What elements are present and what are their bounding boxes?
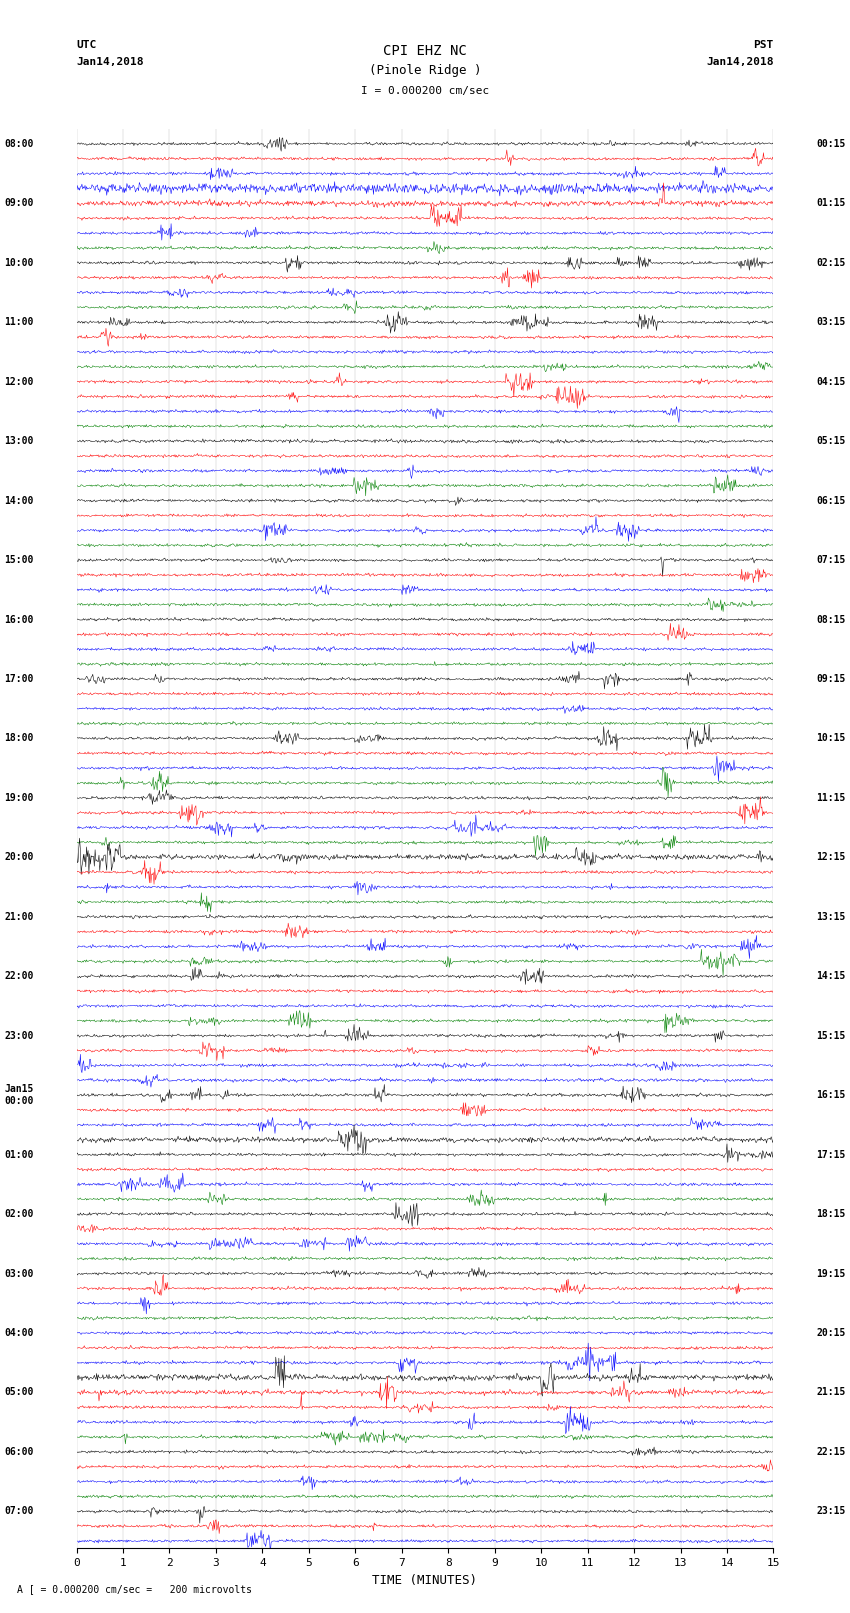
Text: CPI EHZ NC: CPI EHZ NC <box>383 44 467 58</box>
Text: 05:15: 05:15 <box>816 436 846 447</box>
Text: 01:15: 01:15 <box>816 198 846 208</box>
Text: 13:00: 13:00 <box>4 436 34 447</box>
Text: 15:15: 15:15 <box>816 1031 846 1040</box>
X-axis label: TIME (MINUTES): TIME (MINUTES) <box>372 1574 478 1587</box>
Text: 08:15: 08:15 <box>816 615 846 624</box>
Text: 16:15: 16:15 <box>816 1090 846 1100</box>
Text: 20:15: 20:15 <box>816 1327 846 1337</box>
Text: 08:00: 08:00 <box>4 139 34 148</box>
Text: 22:15: 22:15 <box>816 1447 846 1457</box>
Text: 17:00: 17:00 <box>4 674 34 684</box>
Text: 22:00: 22:00 <box>4 971 34 981</box>
Text: 21:00: 21:00 <box>4 911 34 921</box>
Text: 17:15: 17:15 <box>816 1150 846 1160</box>
Text: 12:15: 12:15 <box>816 852 846 863</box>
Text: 21:15: 21:15 <box>816 1387 846 1397</box>
Text: 13:15: 13:15 <box>816 911 846 921</box>
Text: 05:00: 05:00 <box>4 1387 34 1397</box>
Text: 07:00: 07:00 <box>4 1507 34 1516</box>
Text: 23:15: 23:15 <box>816 1507 846 1516</box>
Text: 10:15: 10:15 <box>816 734 846 744</box>
Text: 02:15: 02:15 <box>816 258 846 268</box>
Text: 06:15: 06:15 <box>816 495 846 505</box>
Text: 09:00: 09:00 <box>4 198 34 208</box>
Text: UTC: UTC <box>76 40 97 50</box>
Text: Jan14,2018: Jan14,2018 <box>706 56 774 66</box>
Text: 02:00: 02:00 <box>4 1210 34 1219</box>
Text: 11:15: 11:15 <box>816 794 846 803</box>
Text: Jan15
00:00: Jan15 00:00 <box>4 1084 34 1107</box>
Text: 15:00: 15:00 <box>4 555 34 565</box>
Text: A [ = 0.000200 cm/sec =   200 microvolts: A [ = 0.000200 cm/sec = 200 microvolts <box>17 1584 252 1594</box>
Text: 23:00: 23:00 <box>4 1031 34 1040</box>
Text: 03:00: 03:00 <box>4 1268 34 1279</box>
Text: 14:00: 14:00 <box>4 495 34 505</box>
Text: Jan14,2018: Jan14,2018 <box>76 56 144 66</box>
Text: 19:15: 19:15 <box>816 1268 846 1279</box>
Text: 18:00: 18:00 <box>4 734 34 744</box>
Text: 07:15: 07:15 <box>816 555 846 565</box>
Text: 00:15: 00:15 <box>816 139 846 148</box>
Text: 11:00: 11:00 <box>4 318 34 327</box>
Text: 06:00: 06:00 <box>4 1447 34 1457</box>
Text: 16:00: 16:00 <box>4 615 34 624</box>
Text: 10:00: 10:00 <box>4 258 34 268</box>
Text: 19:00: 19:00 <box>4 794 34 803</box>
Text: 14:15: 14:15 <box>816 971 846 981</box>
Text: PST: PST <box>753 40 774 50</box>
Text: (Pinole Ridge ): (Pinole Ridge ) <box>369 65 481 77</box>
Text: 18:15: 18:15 <box>816 1210 846 1219</box>
Text: 04:00: 04:00 <box>4 1327 34 1337</box>
Text: 12:00: 12:00 <box>4 377 34 387</box>
Text: 20:00: 20:00 <box>4 852 34 863</box>
Text: I = 0.000200 cm/sec: I = 0.000200 cm/sec <box>361 85 489 95</box>
Text: 01:00: 01:00 <box>4 1150 34 1160</box>
Text: 04:15: 04:15 <box>816 377 846 387</box>
Text: 09:15: 09:15 <box>816 674 846 684</box>
Text: 03:15: 03:15 <box>816 318 846 327</box>
